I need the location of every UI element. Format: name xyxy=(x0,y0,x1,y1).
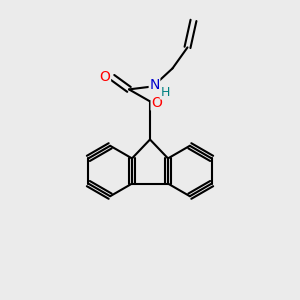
Text: H: H xyxy=(160,86,170,99)
Text: O: O xyxy=(151,96,162,110)
Text: N: N xyxy=(149,78,160,92)
Text: O: O xyxy=(100,70,110,84)
